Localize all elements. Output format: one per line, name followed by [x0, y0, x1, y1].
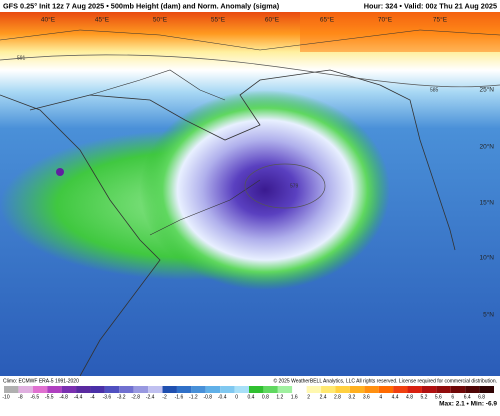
colorbar-label: 4.4: [392, 394, 399, 400]
lat-label: 15°N: [479, 199, 494, 207]
colorbar-swatch: [465, 386, 480, 393]
colorbar-swatch: [436, 386, 451, 393]
colorbar-label: 2.8: [334, 394, 341, 400]
colorbar-swatch: [321, 386, 336, 393]
colorbar-swatch: [205, 386, 221, 393]
colorbar-label: 0.8: [262, 394, 269, 400]
colorbar-swatch: [176, 386, 192, 393]
colorbar-swatch: [76, 386, 91, 393]
colorbar-label: -5.5: [45, 394, 54, 400]
lon-label: 45°E: [95, 16, 110, 24]
colorbar-swatch: [90, 386, 105, 393]
colorbar-swatch: [234, 386, 249, 393]
colorbar-swatch: [277, 386, 293, 393]
colorbar-swatch: [104, 386, 120, 393]
colorbar-swatch: [364, 386, 379, 393]
colorbar-label: 0.4: [248, 394, 255, 400]
lon-label: 55°E: [211, 16, 226, 24]
colorbar-label: 6: [451, 394, 454, 400]
colorbar-label: -3.2: [117, 394, 126, 400]
colorbar-swatch: [292, 386, 307, 393]
lat-label: 5°N: [483, 311, 494, 319]
colorbar-label: 6.4: [464, 394, 471, 400]
copyright: © 2025 WeatherBELL Analytics, LLC All ri…: [273, 377, 497, 384]
colorbar-label: 1.6: [291, 394, 298, 400]
colorbar-swatch: [335, 386, 350, 393]
climo-note: Climo: ECMWF ERA-5 1991-2020: [3, 378, 79, 384]
colorbar-swatch: [18, 386, 33, 393]
max-min: Max: 2.1 • Min: -6.9: [439, 401, 497, 408]
contour-label: 579: [290, 183, 299, 189]
colorbar-swatch: [61, 386, 77, 393]
lat-label: 10°N: [479, 254, 494, 262]
colorbar-label: 5.6: [435, 394, 442, 400]
colorbar-swatch: [421, 386, 437, 393]
colorbar-swatch: [47, 386, 62, 393]
colorbar-swatch: [263, 386, 278, 393]
colorbar-swatch: [306, 386, 322, 393]
colorbar-swatch: [479, 386, 494, 393]
colorbar-label: -2.4: [146, 394, 155, 400]
colorbar-swatch: [349, 386, 365, 393]
header-title: GFS 0.25° Init 12z 7 Aug 2025 • 500mb He…: [3, 1, 280, 10]
colorbar-label: 2: [307, 394, 310, 400]
colorbar-label: -2.8: [131, 394, 140, 400]
footer-bar: [0, 376, 500, 411]
contour-label: 591: [17, 55, 26, 61]
colorbar-label: 4: [379, 394, 382, 400]
contour-label: 585: [430, 87, 439, 93]
lon-label: 60°E: [265, 16, 280, 24]
colorbar-swatch: [119, 386, 134, 393]
colorbar-label: -2: [162, 394, 167, 400]
colorbar-swatch: [162, 386, 177, 393]
colorbar-label: -4.4: [74, 394, 83, 400]
header-bar: [0, 0, 500, 12]
coastlines: [0, 29, 500, 377]
colorbar-swatch: [407, 386, 422, 393]
colorbar-label: -0.8: [203, 394, 212, 400]
colorbar-swatch: [191, 386, 206, 393]
colorbar-label: 4.8: [406, 394, 413, 400]
colorbar-label: -4: [90, 394, 95, 400]
colorbar-swatch: [4, 386, 19, 393]
colorbar-label: -3.6: [103, 394, 112, 400]
colorbar-swatch: [249, 386, 264, 393]
colorbar-swatch: [378, 386, 394, 393]
colorbar-label: 3.6: [363, 394, 370, 400]
colorbar-label: -1.6: [175, 394, 184, 400]
colorbar-label: -1.2: [189, 394, 198, 400]
lon-label: 65°E: [320, 16, 335, 24]
lat-label: 20°N: [479, 143, 494, 151]
colorbar-swatch: [393, 386, 408, 393]
colorbar-swatch: [450, 386, 466, 393]
colorbar-label: -0.4: [218, 394, 227, 400]
lon-label: 50°E: [153, 16, 168, 24]
header-valid: Hour: 324 • Valid: 00z Thu 21 Aug 2025: [364, 1, 497, 10]
colorbar-label: 6.8: [478, 394, 485, 400]
height-contours: [0, 54, 500, 209]
colorbar-label: -8: [18, 394, 23, 400]
lon-label: 70°E: [378, 16, 393, 24]
colorbar-label: 0: [235, 394, 238, 400]
lon-label: 40°E: [41, 16, 56, 24]
anomaly-spot: [56, 168, 64, 176]
colorbar-label: -6.5: [31, 394, 40, 400]
colorbar-label: 3.2: [348, 394, 355, 400]
lon-label: 75°E: [433, 16, 448, 24]
lat-label: 25°N: [479, 86, 494, 94]
warm-band: [300, 12, 500, 52]
anomaly-low: [140, 90, 390, 290]
colorbar-swatch: [133, 386, 149, 393]
colorbar-swatch: [220, 386, 235, 393]
colorbar-label: 2.4: [320, 394, 327, 400]
colorbar-swatch: [32, 386, 48, 393]
colorbar-label: -10: [2, 394, 9, 400]
colorbar-swatch: [148, 386, 163, 393]
colorbar-label: 5.2: [420, 394, 427, 400]
colorbar-label: 1.2: [276, 394, 283, 400]
colorbar-label: -4.8: [59, 394, 68, 400]
